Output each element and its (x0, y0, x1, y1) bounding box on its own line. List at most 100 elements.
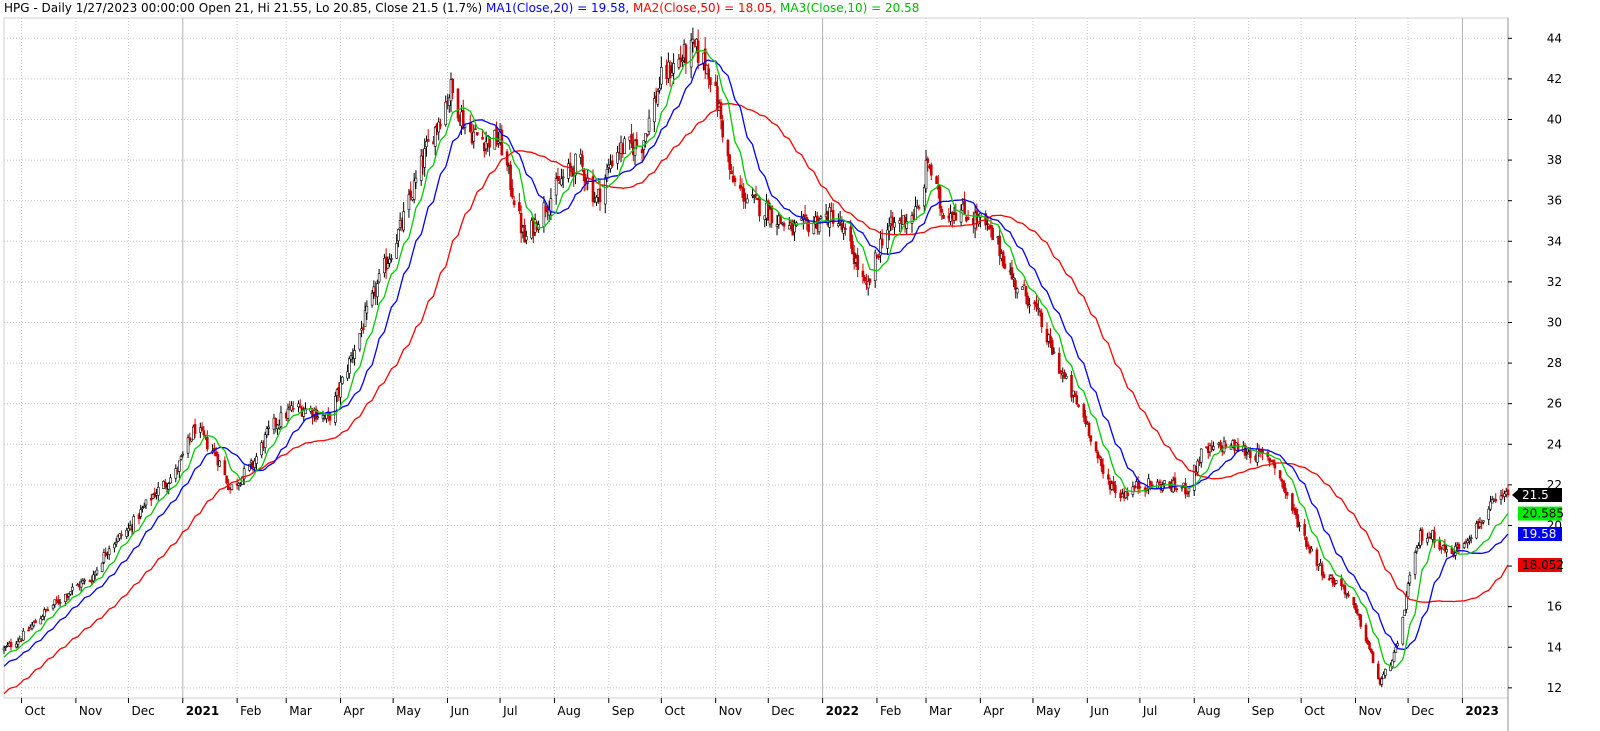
candle-body (1026, 295, 1030, 306)
candle-body (1347, 594, 1350, 597)
candle-body (1033, 301, 1037, 305)
candle-body (1126, 492, 1129, 497)
candle-body (512, 200, 516, 205)
candle-body (412, 180, 416, 200)
ma3-price-tag: 20.585 (1518, 506, 1564, 521)
candle-body (169, 477, 172, 484)
candle-body (728, 154, 732, 170)
candle-body (929, 164, 933, 176)
candle-body (423, 148, 426, 168)
y-tick-label: 28 (1547, 356, 1562, 370)
candle-body (754, 194, 758, 197)
candle-body (267, 426, 270, 429)
x-tick-label: Jul (502, 704, 517, 718)
candle-body (1305, 537, 1308, 547)
candle-body (644, 133, 647, 142)
candle-body (1327, 578, 1331, 581)
candle-body (1010, 267, 1014, 280)
candle-body (1157, 481, 1161, 484)
candle-body (64, 593, 67, 602)
candle-body (831, 210, 835, 224)
candle-body (730, 170, 733, 175)
candle-body (41, 616, 44, 620)
candle-body (1212, 446, 1215, 450)
candle-body (362, 327, 365, 330)
candle-body (942, 215, 945, 219)
candle-body (125, 529, 129, 537)
x-tick-label: Aug (557, 704, 580, 718)
x-tick-label: Oct (664, 704, 685, 718)
ma3-line (3, 49, 1509, 669)
candle-body (518, 202, 521, 211)
candle-body (1322, 574, 1326, 578)
candle-body (684, 44, 688, 64)
candle-body (472, 131, 476, 142)
candle-body (1064, 376, 1068, 379)
candle-body (861, 270, 865, 278)
candle-body (1291, 493, 1294, 511)
candle-body (1345, 592, 1349, 595)
candle-body (1219, 442, 1222, 447)
svg-text:21.5: 21.5 (1522, 488, 1549, 502)
candle-body (1457, 543, 1461, 550)
candle-body (1391, 660, 1394, 667)
candle-body (1038, 310, 1042, 313)
y-tick-label: 14 (1547, 640, 1562, 654)
candle-body (58, 601, 62, 604)
x-tick-label: Apr (344, 704, 365, 718)
candle-body (1494, 498, 1498, 502)
candle-body (519, 212, 523, 234)
candle-body (935, 176, 938, 185)
candle-body (1001, 251, 1005, 267)
x-tick-label: 2022 (826, 704, 859, 718)
candle-body (1110, 483, 1114, 490)
svg-text:20.585: 20.585 (1522, 507, 1564, 521)
candle-body (605, 168, 609, 178)
candle-body (69, 591, 72, 595)
candle-body (102, 552, 106, 563)
candle-body (225, 475, 228, 484)
candle-body (1420, 529, 1424, 541)
candle-body (1131, 486, 1135, 495)
y-tick-label: 38 (1547, 153, 1562, 167)
last-price-tag: 21.5 (1512, 488, 1562, 503)
candle-body (893, 222, 896, 228)
x-tick-label: Nov (1358, 704, 1381, 718)
y-tick-label: 26 (1547, 397, 1562, 411)
candle-body (1354, 603, 1357, 610)
candle-body (1098, 455, 1101, 458)
candle-body (92, 574, 95, 582)
chart-header: HPG - Daily 1/27/2023 00:00:00 Open 21, … (4, 1, 919, 15)
candle-body (328, 413, 332, 421)
candle-body (689, 39, 693, 68)
candle-body (274, 418, 278, 427)
candle-body (616, 152, 619, 164)
candle-body (1003, 263, 1007, 269)
candle-body (376, 283, 379, 298)
candle-body (837, 223, 840, 227)
candle-body (595, 196, 598, 203)
candle-body (1087, 422, 1091, 436)
candle-body (1101, 464, 1105, 474)
candle-body (954, 212, 958, 221)
candle-body (1094, 441, 1098, 452)
candle-body (100, 562, 104, 572)
candle-body (1445, 549, 1448, 553)
candle-body (142, 505, 146, 508)
candle-body (1149, 480, 1152, 485)
candle-body (623, 138, 626, 154)
candle-body (1014, 280, 1017, 290)
candle-body (1063, 372, 1066, 379)
candle-body (959, 209, 963, 223)
candle-body (1173, 477, 1177, 488)
candle-body (414, 177, 418, 183)
candle-body (402, 211, 405, 231)
y-tick-label: 36 (1547, 194, 1562, 208)
candle-body (1317, 564, 1320, 567)
candle-body (179, 456, 183, 460)
svg-text:18.052: 18.052 (1522, 558, 1564, 572)
candle-body (742, 188, 746, 202)
candle-body (1294, 508, 1298, 515)
x-tick-label: Oct (1304, 704, 1325, 718)
